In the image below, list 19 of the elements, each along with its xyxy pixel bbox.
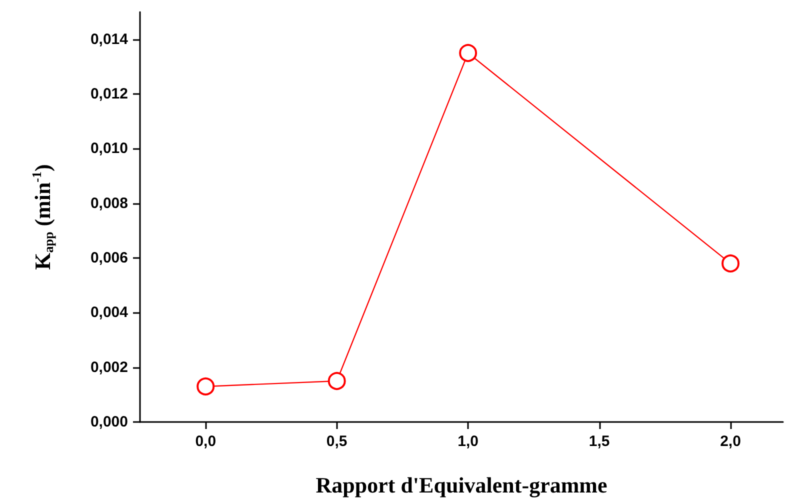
y-tick-label: 0,002 (90, 358, 128, 376)
y-axis-title: Kapp (min-1) (29, 164, 56, 270)
point (196, 377, 215, 396)
x-tick-label: 0,0 (195, 433, 216, 450)
y-tick-label: 0,008 (90, 194, 128, 212)
y-tick-label: 0,010 (90, 140, 128, 158)
y-tick-label: 0,012 (90, 86, 128, 102)
point (328, 372, 346, 390)
x-tick-label: 1,5 (588, 433, 610, 450)
y-tick-label: 0,004 (90, 304, 129, 322)
x-tick-label: 2,0 (720, 433, 741, 450)
x-axis-title: Rapport d'Equivalent-gramme (316, 472, 608, 498)
y-tick-label: 0,014 (90, 30, 129, 48)
point (722, 254, 740, 272)
x-tick-label: 0,5 (326, 433, 348, 450)
y-tick-label: 0,006 (90, 250, 128, 266)
point (459, 44, 478, 62)
y-tick-label: 0,000 (90, 414, 128, 430)
x-tick-label: 1,0 (458, 433, 478, 450)
